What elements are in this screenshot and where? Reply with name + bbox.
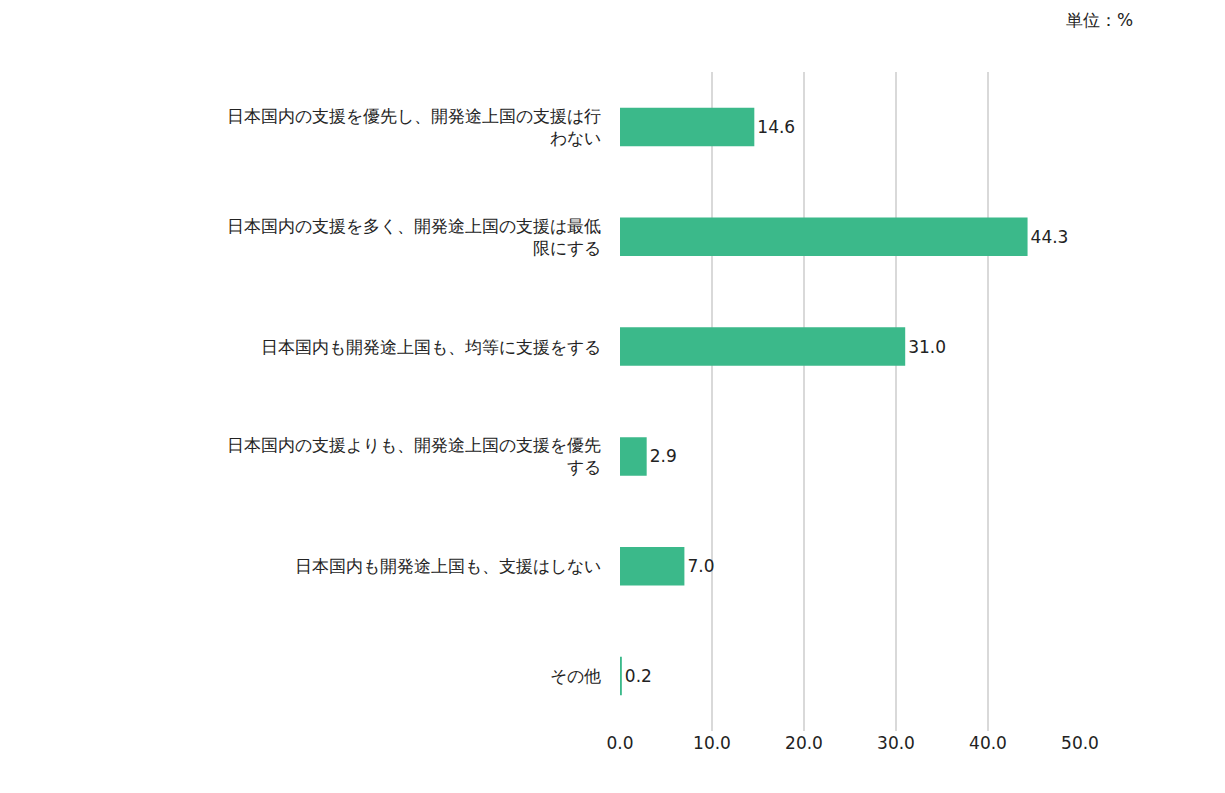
svg-text:7.0: 7.0	[687, 556, 714, 576]
svg-text:40.0: 40.0	[969, 733, 1007, 753]
svg-text:20.0: 20.0	[785, 733, 823, 753]
svg-text:31.0: 31.0	[908, 337, 946, 357]
svg-text:日本国内も開発途上国も、支援はしない: 日本国内も開発途上国も、支援はしない	[295, 556, 601, 576]
svg-text:0.2: 0.2	[625, 666, 652, 686]
svg-text:0.0: 0.0	[606, 733, 633, 753]
svg-text:日本国内の支援よりも、開発途上国の支援を優先する: 日本国内の支援よりも、開発途上国の支援を優先する	[227, 435, 601, 477]
svg-text:日本国内の支援を優先し、開発途上国の支援は行わない: 日本国内の支援を優先し、開発途上国の支援は行わない	[227, 106, 601, 148]
svg-text:2.9: 2.9	[650, 446, 677, 466]
svg-text:日本国内の支援を多く、開発途上国の支援は最低限にする: 日本国内の支援を多く、開発途上国の支援は最低限にする	[227, 216, 601, 258]
svg-text:日本国内も開発途上国も、均等に支援をする: 日本国内も開発途上国も、均等に支援をする	[261, 337, 601, 357]
svg-text:30.0: 30.0	[877, 733, 915, 753]
svg-text:単位：%: 単位：%	[1066, 10, 1133, 30]
svg-text:14.6: 14.6	[757, 117, 795, 137]
svg-text:10.0: 10.0	[693, 733, 731, 753]
svg-text:50.0: 50.0	[1061, 733, 1099, 753]
svg-text:44.3: 44.3	[1031, 227, 1069, 247]
svg-text:その他: その他	[550, 666, 601, 686]
